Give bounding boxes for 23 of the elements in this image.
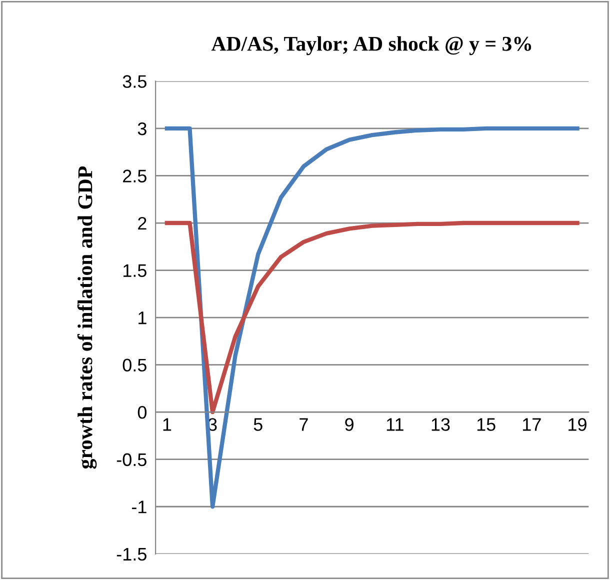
x-tick-label: 17 [523,418,541,431]
y-tick-label: 1 [138,312,146,324]
x-tick-label: 13 [432,418,450,431]
x-tick-label: 19 [568,418,586,431]
y-tick-label: 0 [138,406,147,419]
y-tick-label: 0.5 [122,358,146,372]
y-tick-label: 1.5 [123,264,146,277]
y-tick-label: 2.5 [123,170,146,182]
y-tick-label: -1.5 [116,548,146,561]
y-tick-label: -1 [132,500,146,514]
x-tick-label: 11 [386,418,404,431]
line-series [164,220,580,414]
y-axis-title: growth rates of inflation and GDP [77,166,97,469]
y-tick-label: 2 [138,216,146,230]
y-tick-label: -0.5 [116,453,146,466]
y-tick-label: 3 [138,122,146,136]
x-tick-label: 1 [163,418,172,431]
chart-title: AD/AS, Taylor; AD shock @ y = 3% [211,36,532,56]
y-tick-label: 3.5 [122,75,146,88]
x-tick-label: 5 [254,418,262,431]
x-tick-label: 7 [300,418,308,431]
x-tick-label: 15 [477,418,496,431]
x-tick-label: 9 [345,418,354,431]
